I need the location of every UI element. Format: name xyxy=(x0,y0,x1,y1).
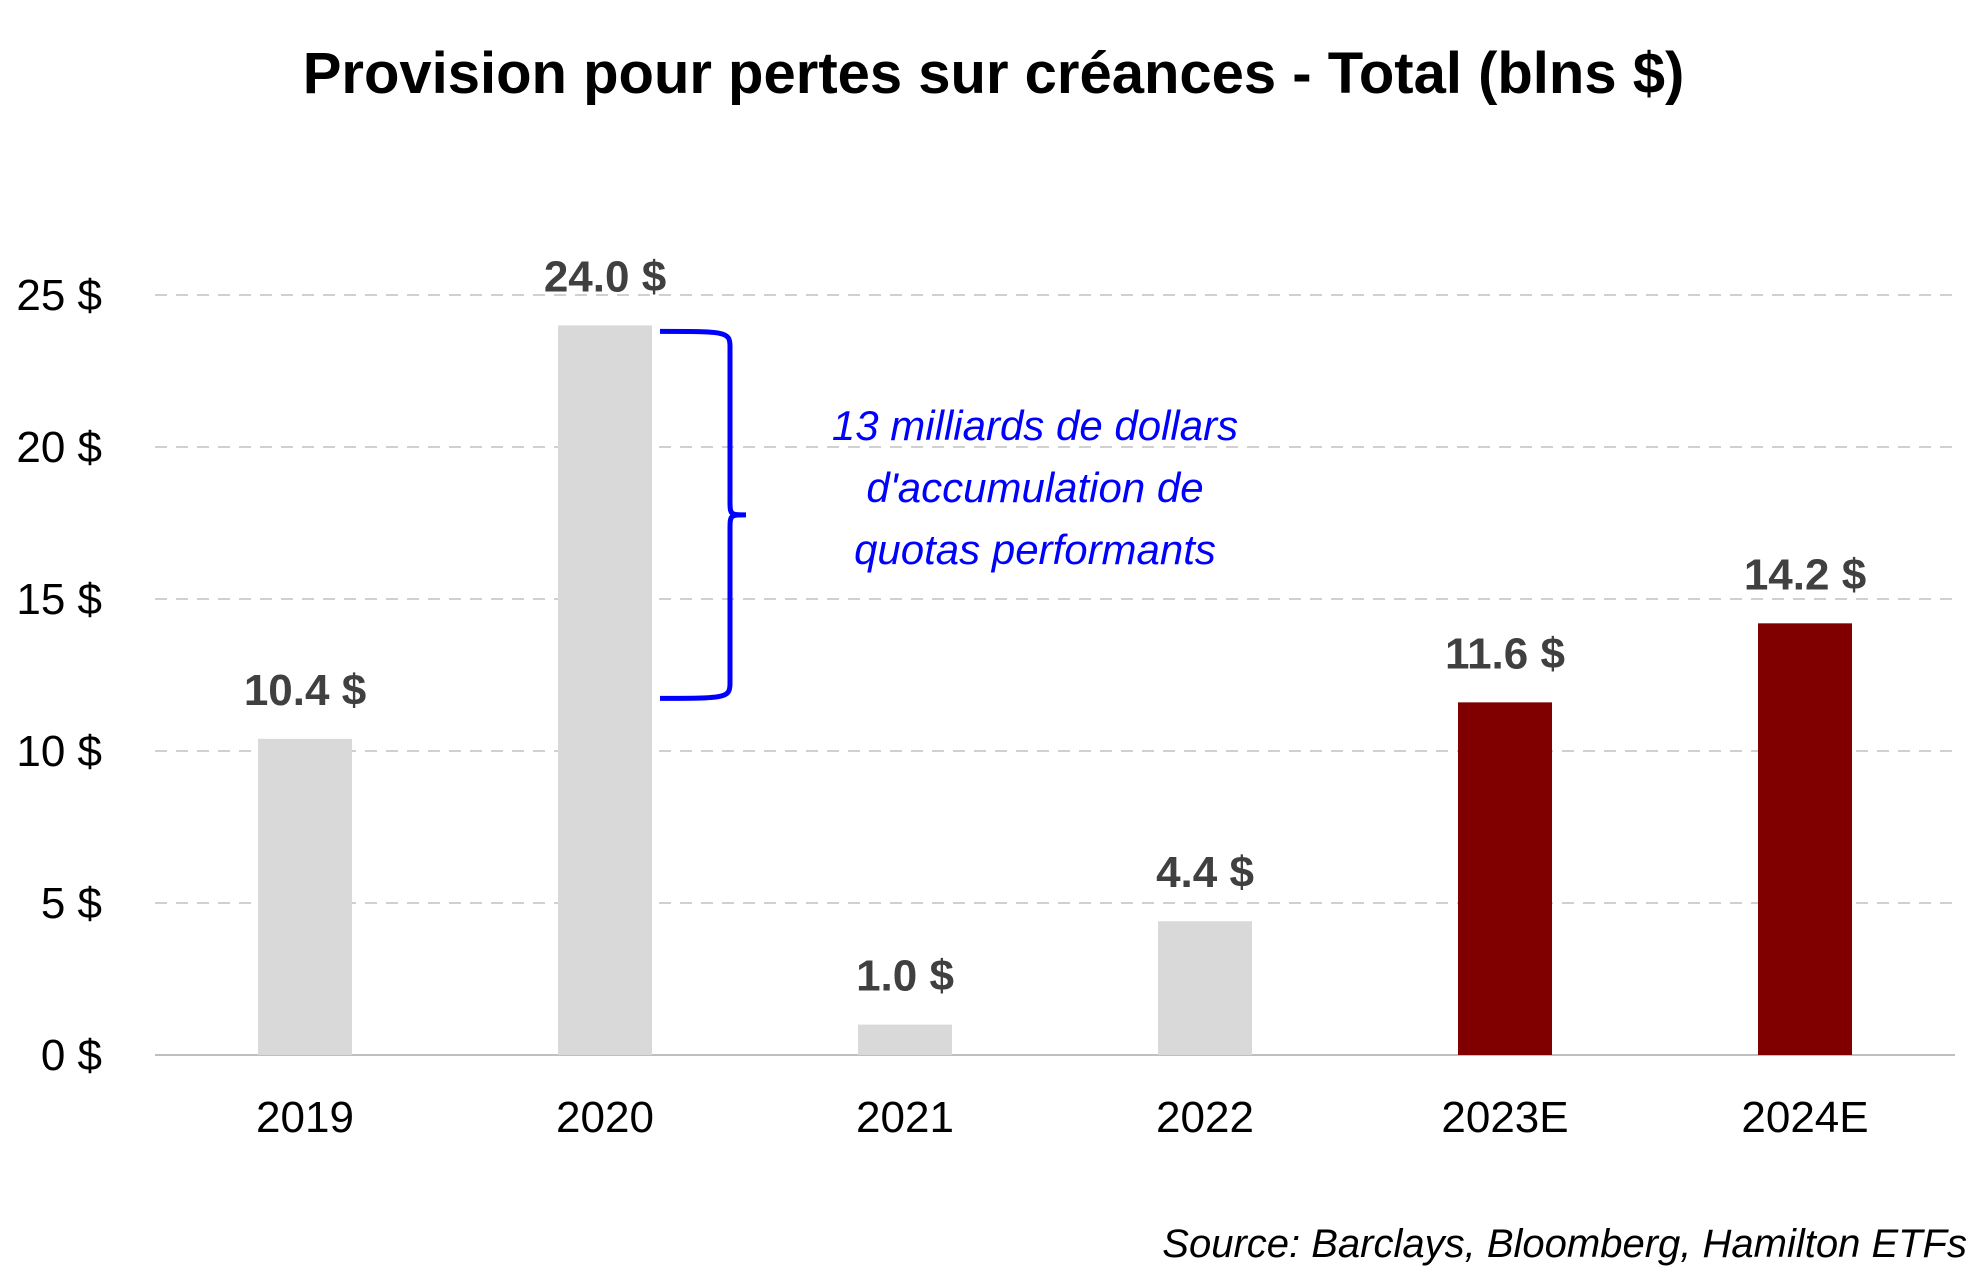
bar-2019 xyxy=(258,738,352,1055)
x-axis-ticks: 2019 2020 2021 2022 2023E 2024E xyxy=(256,1093,1869,1142)
x-tick-label: 2024E xyxy=(1741,1093,1868,1142)
gridlines xyxy=(155,294,1955,1056)
annotation-line: d'accumulation de xyxy=(866,464,1203,511)
bar-2020 xyxy=(558,325,652,1055)
x-tick-label: 2021 xyxy=(856,1093,954,1142)
data-label: 24.0 $ xyxy=(544,252,666,301)
y-tick-label: 15 $ xyxy=(16,575,102,624)
y-tick-label: 0 $ xyxy=(41,1031,102,1080)
y-tick-label: 5 $ xyxy=(41,879,102,928)
data-label: 4.4 $ xyxy=(1156,848,1254,897)
brace-icon xyxy=(659,328,747,701)
bar-2023e xyxy=(1458,702,1552,1055)
chart-title: Provision pour pertes sur créances - Tot… xyxy=(302,41,1685,106)
source-note: Source: Barclays, Bloomberg, Hamilton ET… xyxy=(1162,1222,1967,1266)
bar-2024e xyxy=(1758,623,1852,1055)
data-label: 14.2 $ xyxy=(1744,550,1866,599)
data-label: 11.6 $ xyxy=(1445,629,1565,678)
x-tick-label: 2020 xyxy=(556,1093,654,1142)
data-label: 10.4 $ xyxy=(244,666,366,715)
annotation-line: 13 milliards de dollars xyxy=(832,402,1238,449)
y-tick-label: 25 $ xyxy=(16,271,102,320)
annotation: 13 milliards de dollars d'accumulation de… xyxy=(659,328,1238,701)
bars xyxy=(258,325,1852,1055)
data-labels: 10.4 $ 24.0 $ 1.0 $ 4.4 $ 11.6 $ 14.2 $ xyxy=(244,252,1866,1000)
x-tick-label: 2022 xyxy=(1156,1093,1254,1142)
annotation-line: quotas performants xyxy=(854,526,1216,573)
data-label: 1.0 $ xyxy=(856,952,954,1001)
bar-2022 xyxy=(1158,921,1252,1055)
x-tick-label: 2023E xyxy=(1441,1093,1568,1142)
bar-2021 xyxy=(858,1024,952,1055)
x-tick-label: 2019 xyxy=(256,1093,354,1142)
y-tick-label: 10 $ xyxy=(16,727,102,776)
y-axis-ticks: 0 $ 5 $ 10 $ 15 $ 20 $ 25 $ xyxy=(16,271,102,1080)
y-tick-label: 20 $ xyxy=(16,423,102,472)
